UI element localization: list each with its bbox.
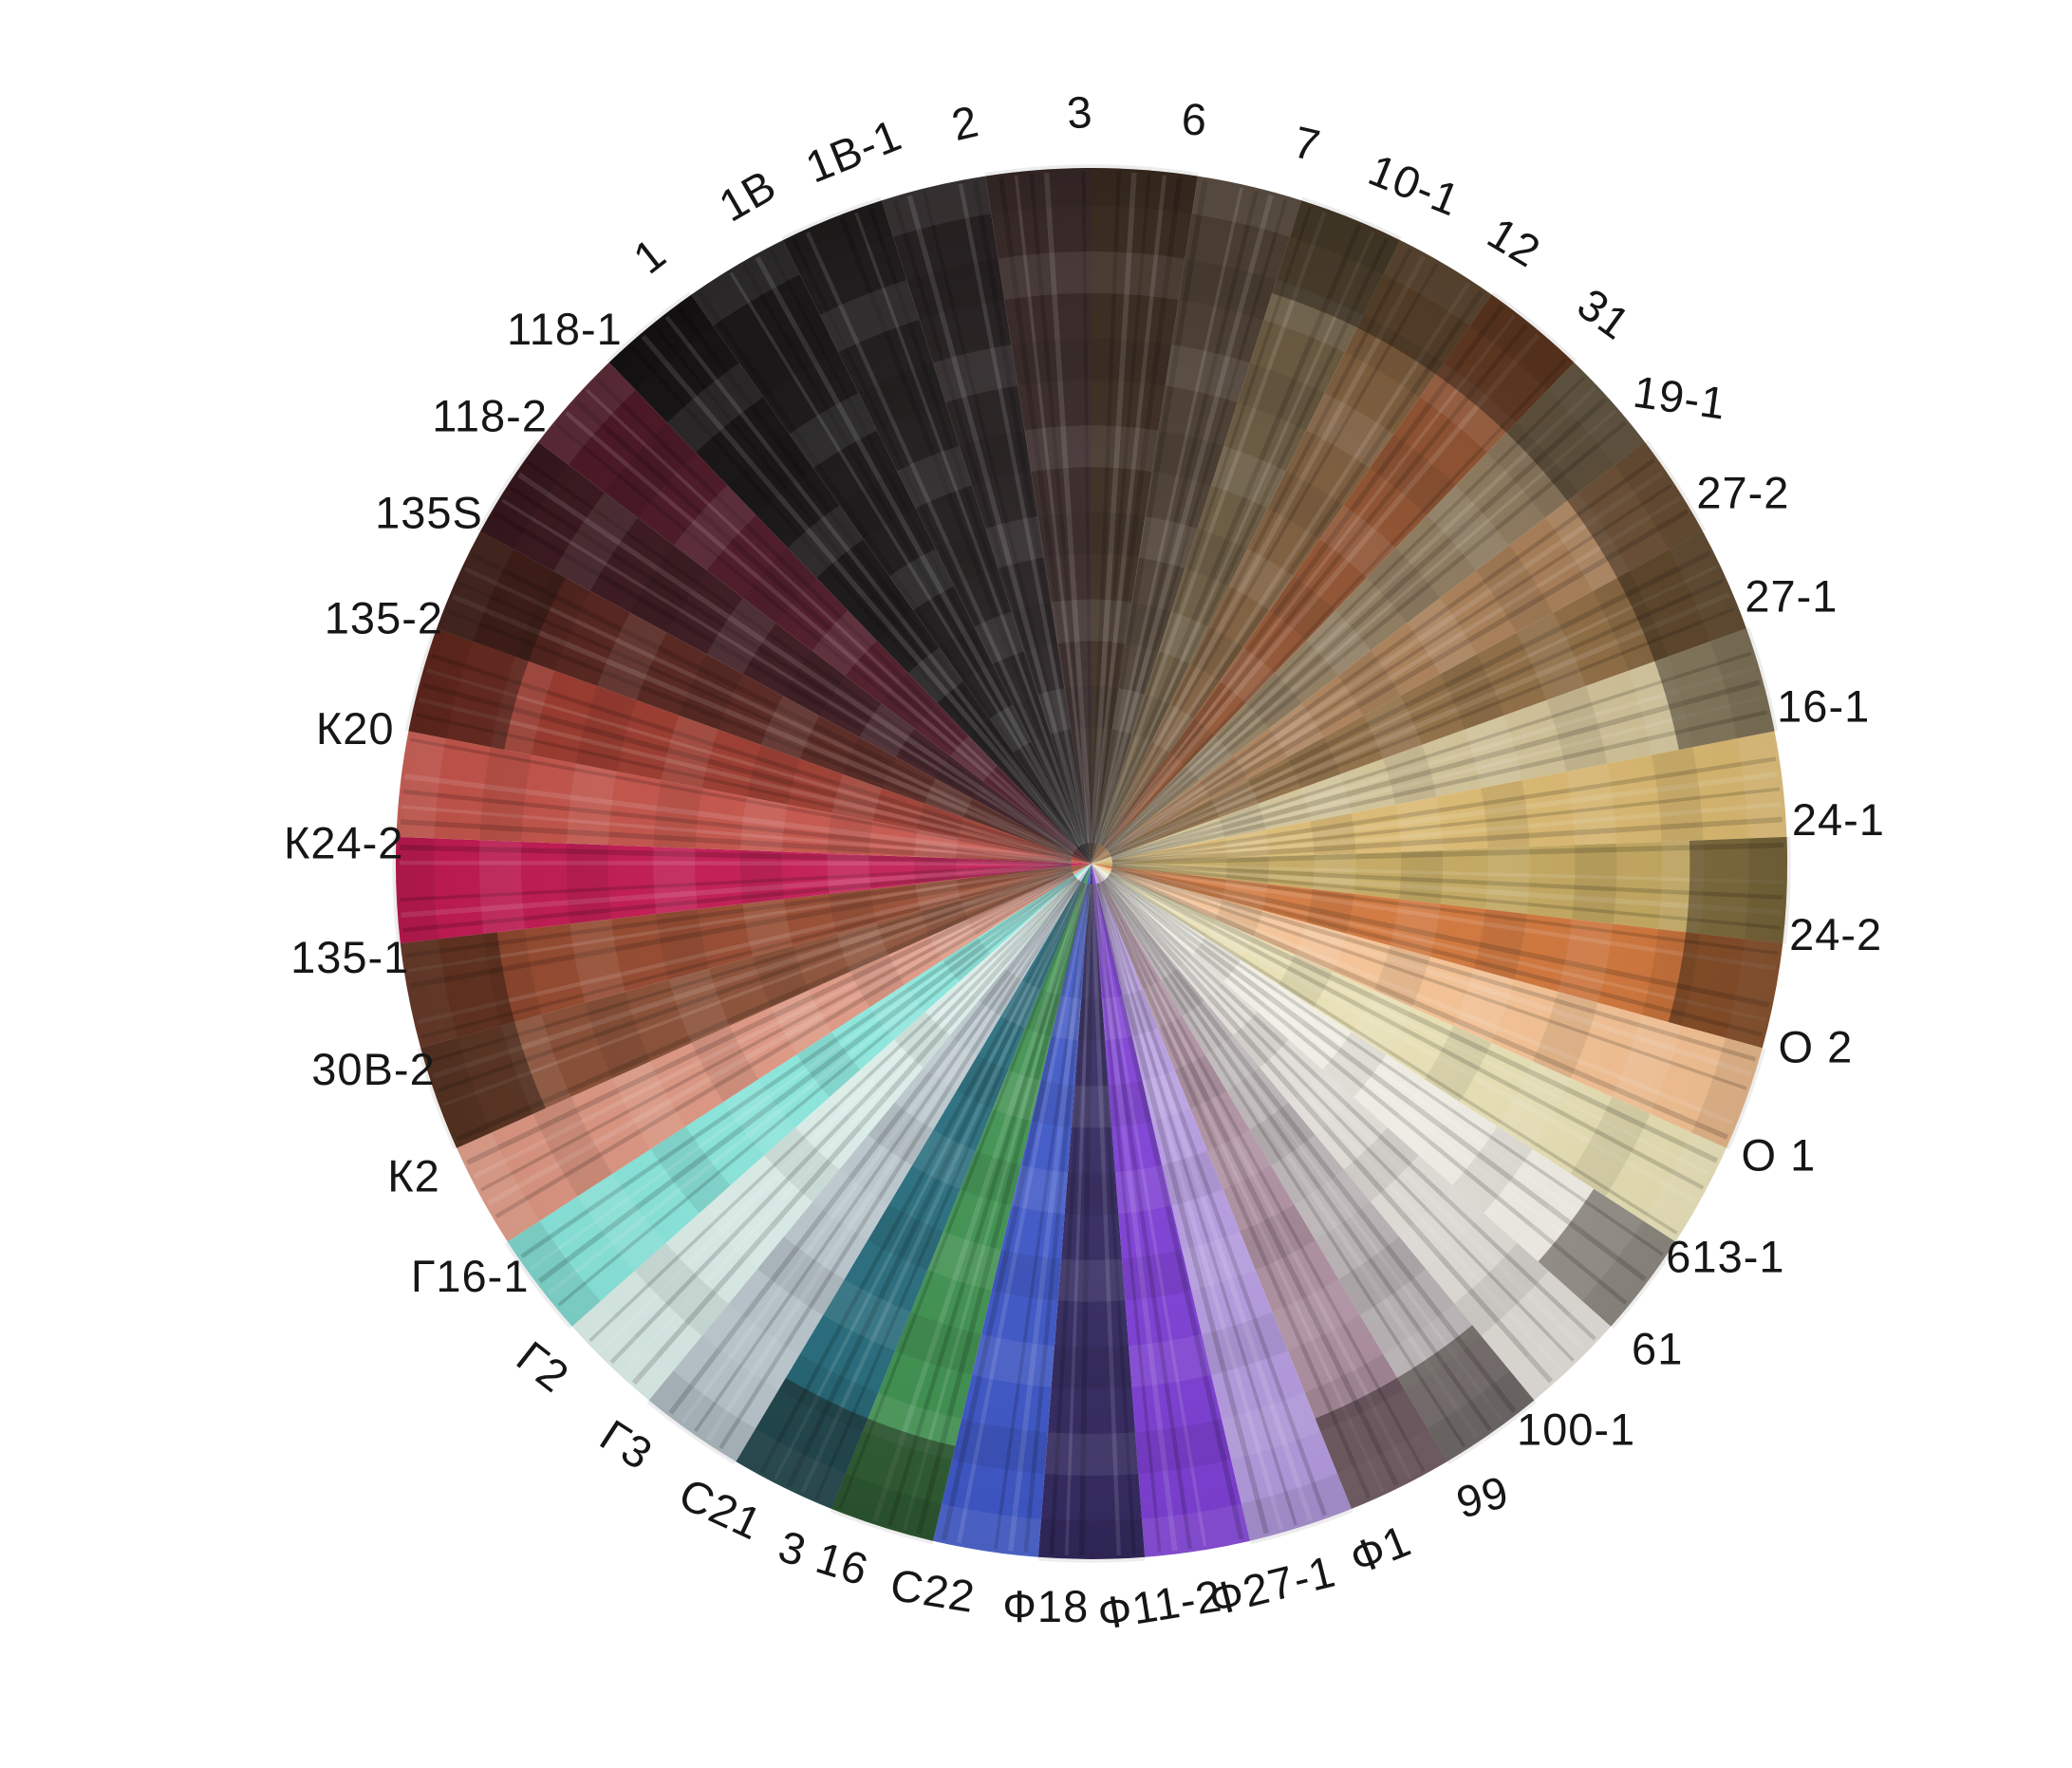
wedge-label-30B-2: 30B-2 xyxy=(311,1044,435,1094)
wedge-label-Г3: Г3 xyxy=(591,1409,662,1480)
wedge-label-2: 2 xyxy=(947,95,983,150)
sheen-overlay xyxy=(396,168,1787,1559)
wedge-label-Ф27-1: Ф27-1 xyxy=(1204,1545,1340,1625)
wedge-label-135S: 135S xyxy=(375,488,483,538)
wedge-label-Ф11-2: Ф11-2 xyxy=(1094,1570,1225,1639)
wedge-label-613-1: 613-1 xyxy=(1666,1232,1784,1282)
wedge-label-6: 6 xyxy=(1180,93,1209,145)
wedge-label-118-1: 118-1 xyxy=(507,304,623,354)
wedge-label-27-2: 27-2 xyxy=(1696,467,1789,517)
wedge-label-7: 7 xyxy=(1289,116,1325,171)
wedge-label-19-1: 19-1 xyxy=(1631,366,1729,429)
wedge-label-100-1: 100-1 xyxy=(1517,1405,1635,1455)
wedge-label-1: 1 xyxy=(624,228,675,283)
wedge-label-61: 61 xyxy=(1632,1324,1683,1374)
wedge-label-118-2: 118-2 xyxy=(432,390,548,440)
wedge-label-К24-2: К24-2 xyxy=(284,817,403,867)
wedge-label-99: 99 xyxy=(1451,1466,1514,1528)
wedge-label-3 16: 3 16 xyxy=(773,1520,874,1595)
wedge-label-C21: C21 xyxy=(672,1468,770,1550)
wedge-label-12: 12 xyxy=(1480,207,1550,276)
wedge-label-O 1: O 1 xyxy=(1742,1130,1817,1181)
wedge-label-Г2: Г2 xyxy=(508,1331,579,1403)
wedge-label-10-1: 10-1 xyxy=(1362,144,1467,226)
wedge-label-3: 3 xyxy=(1065,86,1094,139)
wheel-texture-group xyxy=(392,164,1791,1563)
wedge-label-К2: К2 xyxy=(387,1151,440,1201)
wedge-label-135-1: 135-1 xyxy=(290,932,409,982)
wedge-label-135-2: 135-2 xyxy=(325,592,443,642)
wedge-label-Г16-1: Г16-1 xyxy=(411,1251,530,1301)
wedge-label-16-1: 16-1 xyxy=(1777,681,1870,732)
wedge-label-O 2: O 2 xyxy=(1779,1022,1854,1072)
wedge-label-1B-1: 1B-1 xyxy=(798,109,908,193)
wedge-label-1B: 1B xyxy=(711,159,785,232)
wedge-label-31: 31 xyxy=(1569,278,1640,349)
wedge-label-К20: К20 xyxy=(316,703,395,754)
wedge-label-24-2: 24-2 xyxy=(1789,909,1882,959)
wedge-label-24-1: 24-1 xyxy=(1792,794,1885,845)
wedge-label-Ф1: Ф1 xyxy=(1343,1515,1418,1584)
wedge-label-Ф18: Ф18 xyxy=(1002,1581,1089,1631)
wedge-label-C22: C22 xyxy=(887,1559,979,1622)
wedge-label-27-1: 27-1 xyxy=(1745,571,1838,622)
